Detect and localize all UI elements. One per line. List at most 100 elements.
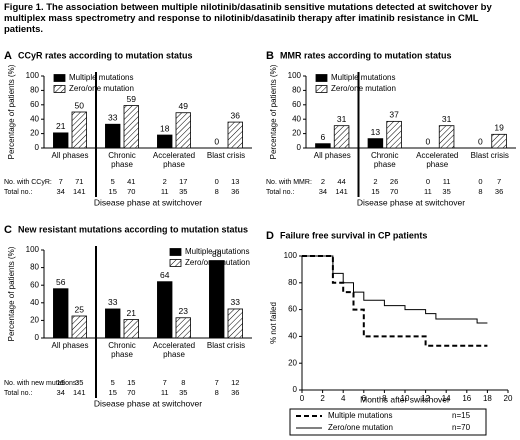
bar [53, 132, 69, 149]
table-row-label: No. with new mutations: [4, 380, 78, 387]
legend-label: Multiple mutations [185, 247, 249, 256]
y-axis-label: Percentage of patients (%) [269, 64, 278, 159]
value-label: 64 [160, 270, 170, 280]
x-axis-label: Disease phase at switchover [94, 197, 202, 207]
table-cell: 15 [109, 388, 117, 397]
panel-title: MMR rates according to mutation status [280, 50, 452, 60]
x-tick-label: All phases [313, 151, 351, 160]
table-cell: 2 [373, 177, 377, 186]
table-cell: 17 [179, 177, 187, 186]
table-cell: 0 [478, 177, 482, 186]
table-cell: 44 [337, 177, 345, 186]
bar [438, 125, 455, 149]
legend-swatch [53, 74, 66, 82]
table-row-label: No. with MMR: [266, 179, 312, 186]
y-tick-label: 60 [30, 280, 39, 289]
bar [123, 105, 139, 149]
survival-line [302, 255, 488, 347]
value-label: 18 [160, 123, 170, 133]
bar [157, 134, 173, 149]
value-label: 56 [56, 277, 66, 287]
x-tick-label: Accelerated phase [152, 151, 196, 169]
table-cell: 141 [73, 388, 86, 397]
figure-title: Figure 1. The association between multip… [4, 2, 492, 35]
table-cell: 41 [127, 177, 135, 186]
y-tick-label: 80 [288, 278, 297, 287]
table-cell: 7 [59, 177, 63, 186]
table-cell: 15 [109, 187, 117, 196]
y-tick-label: 20 [288, 358, 297, 367]
value-label: 25 [75, 304, 85, 314]
panel-title: CCyR rates according to mutation status [18, 50, 193, 60]
table-cell: 11 [443, 177, 451, 186]
x-tick-label-box: Accelerated phase [416, 151, 459, 169]
x-tick-label: 4 [341, 394, 346, 403]
x-tick-label: 10 [401, 394, 410, 403]
bar [123, 319, 139, 339]
table-cell: 34 [319, 187, 327, 196]
table-cell: 141 [73, 187, 86, 196]
x-axis-label: Disease phase at switchover [357, 197, 465, 207]
bar [386, 120, 402, 149]
x-axis-label: Disease phase at switchover [94, 398, 202, 408]
bar [71, 111, 87, 149]
table-cell: 70 [127, 187, 135, 196]
table-cell: 8 [181, 378, 185, 387]
x-tick-label: 14 [442, 394, 451, 403]
table-cell: 7 [497, 177, 501, 186]
y-tick-label: 40 [30, 114, 39, 123]
value-label: 0 [214, 136, 219, 146]
panel-letter: C [4, 224, 12, 236]
table-cell: 35 [179, 187, 187, 196]
value-label: 31 [442, 114, 452, 124]
table-cell: 11 [161, 388, 169, 397]
bar [209, 260, 225, 339]
x-tick-label: Accelerated phase [416, 151, 459, 169]
table-cell: 35 [179, 388, 187, 397]
x-tick-label: All phases [51, 151, 89, 160]
value-label: 0 [426, 136, 431, 146]
bar [315, 143, 331, 149]
table-cell: 70 [127, 388, 135, 397]
legend-box [289, 408, 487, 436]
value-label: 31 [337, 114, 347, 124]
x-tick-label-box: Accelerated phase [152, 151, 196, 169]
bar [71, 315, 87, 339]
y-axis-label: Percentage of patients (%) [7, 246, 16, 341]
panel-letter: B [266, 50, 274, 62]
legend-swatch [315, 74, 328, 82]
legend-swatch [169, 259, 182, 267]
value-label: 50 [75, 100, 85, 110]
table-cell: 34 [57, 388, 65, 397]
table-row-label: Total no.: [4, 189, 32, 196]
x-tick-label: 2 [320, 394, 325, 403]
value-label: 37 [389, 110, 399, 120]
table-row-label: Total no.: [4, 390, 32, 397]
table-cell: 13 [231, 177, 239, 186]
value-label: 19 [494, 123, 504, 133]
legend-label: Zero/one mutation [328, 423, 393, 432]
legend-swatch [315, 85, 328, 93]
bar [53, 288, 69, 339]
x-tick-label: 0 [300, 394, 305, 403]
y-axis-label: Percentage of patients (%) [7, 64, 16, 159]
y-tick-label: 100 [26, 245, 40, 254]
y-tick-label: 80 [292, 86, 301, 95]
value-label: 0 [478, 136, 483, 146]
x-tick-label: Blast crisis [470, 151, 509, 160]
bar [367, 138, 384, 149]
y-tick-label: 80 [30, 263, 39, 272]
table-cell: 36 [231, 187, 239, 196]
x-tick-label: Chronic phase [108, 341, 136, 359]
legend-label: Multiple mutations [69, 73, 133, 82]
legend-label: Zero/one mutation [69, 84, 134, 93]
value-label: 21 [127, 308, 137, 318]
panel-letter: D [266, 230, 274, 242]
y-tick-label: 20 [30, 316, 39, 325]
table-cell: 36 [231, 388, 239, 397]
legend-label: Zero/one mutation [185, 258, 250, 267]
y-tick-label: 40 [30, 298, 39, 307]
y-tick-label: 0 [35, 143, 40, 152]
value-label: 36 [231, 110, 241, 120]
